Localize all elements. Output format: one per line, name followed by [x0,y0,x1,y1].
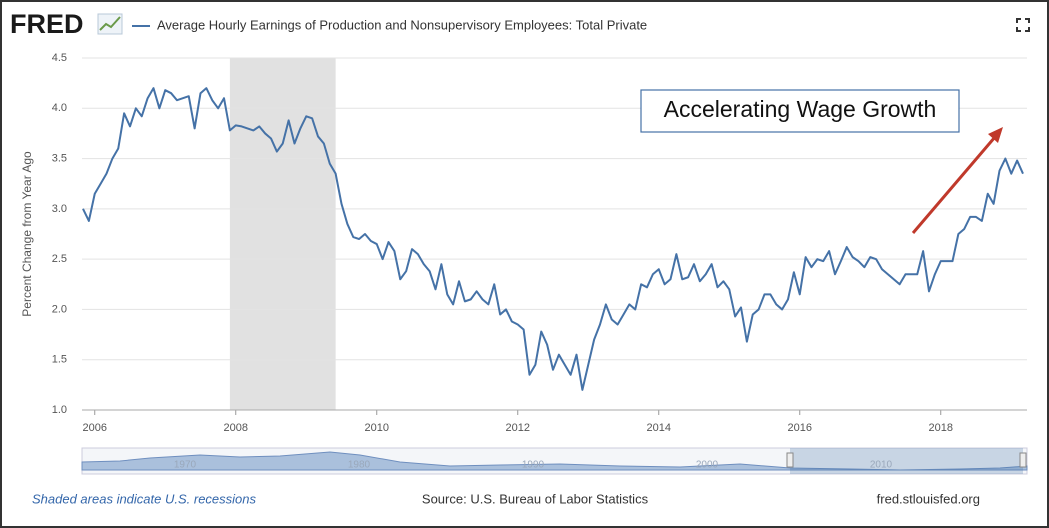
y-tick-label: 2.5 [52,253,67,265]
y-tick-label: 2.0 [52,303,67,315]
site-link[interactable]: fred.stlouisfed.org [877,491,980,506]
navigator[interactable]: 1970 1980 1990 2000 2010 [81,447,1028,475]
navigator-label: 1990 [522,460,545,471]
x-tick-label: 2018 [929,422,953,434]
annotation-box [640,89,960,133]
y-axis-title: Percent Change from Year Ago [20,151,34,317]
annotation: Accelerating Wage Growth [664,96,937,122]
y-tick-label: 1.5 [52,354,67,366]
source: Source: U.S. Bureau of Labor Statistics [422,491,649,506]
recession-note: Shaded areas indicate U.S. recessions [32,491,257,506]
x-tick-label: 2010 [365,422,389,434]
series-line [82,87,1024,391]
navigator-label: 1980 [348,460,371,471]
logo: FRED [10,9,84,39]
x-tick-label: 2012 [506,422,530,434]
recession-band [229,58,336,410]
y-tick-label: 3.5 [52,152,67,164]
navigator-label: 1970 [174,460,197,471]
y-tick-label: 3.0 [52,203,67,215]
y-tick-label: 4.0 [52,102,67,114]
x-tick-label: 2008 [224,422,248,434]
legend-label: Average Hourly Earnings of Production an… [157,17,647,32]
x-tick-label: 2016 [788,422,812,434]
navigator-label: 2000 [696,460,719,471]
x-tick-label: 2014 [647,422,671,434]
y-tick-label: 4.5 [52,52,67,64]
navigator-label: 2010 [870,460,893,471]
y-tick-label: 1.0 [52,404,67,416]
logo-icon [97,13,123,35]
x-tick-label: 2006 [83,422,107,434]
annotation-arrow [911,127,1003,234]
fullscreen-icon[interactable] [1016,18,1030,32]
